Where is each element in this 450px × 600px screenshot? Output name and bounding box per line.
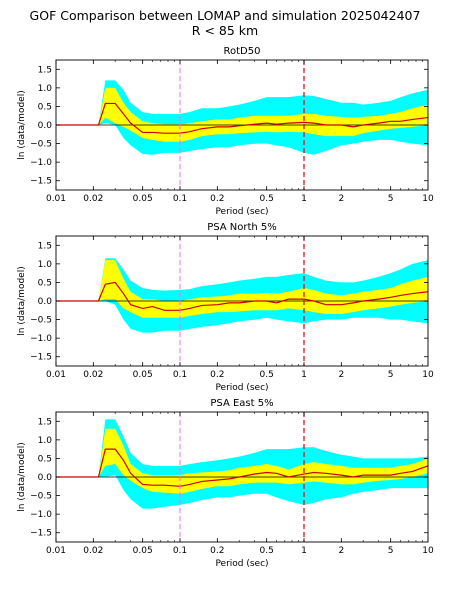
x-tick-label: 1 [301,194,307,204]
chart-panel-1: 0.01 0.02 0.05 0.1 0.2 0.5 1 2 5 10 1.5 1.0 0.5 0.0 −0… [17,46,434,217]
y-tick-label: 0.0 [38,297,53,307]
inner-band-yellow [56,428,428,494]
x-tick-label: 0.02 [83,194,103,204]
x-tick-label: 0.5 [260,546,274,556]
y-tick-label: 1.0 [38,436,53,446]
bias-line [56,102,428,134]
y-tick-label: −1.5 [30,529,52,539]
y-tick-label: 1.5 [38,241,52,251]
chart-panel-2: 0.01 0.02 0.05 0.1 0.2 0.5 1 2 5 10 1.5 1.0 0.5 0.0 −0… [17,222,434,393]
y-tick-label: 0.0 [38,121,53,131]
inner-band-yellow [56,87,428,142]
inner-band-yellow [56,260,428,318]
x-axis-label: Period (sec) [215,207,268,217]
y-tick-label: 0.5 [38,278,52,288]
x-tick-label: 0.05 [133,370,153,380]
y-tick-label: −1.0 [30,510,52,520]
x-tick-label: 0.5 [260,370,274,380]
panel-title: RotD50 [224,46,261,57]
panel-title: PSA East 5% [210,398,273,409]
y-axis-label: ln (data/model) [17,266,27,335]
x-tick-label: 10 [422,370,434,380]
x-axis-label: Period (sec) [215,383,268,393]
y-tick-label: −1.0 [30,334,52,344]
y-axis-label: ln (data/model) [17,442,27,511]
x-tick-label: 5 [388,370,394,380]
x-tick-label: 0.2 [210,194,224,204]
y-tick-label: 0.0 [38,473,53,483]
x-tick-label: 10 [422,546,434,556]
y-tick-label: 0.5 [38,102,52,112]
y-tick-label: 1.5 [38,65,52,75]
x-axis-label: Period (sec) [215,559,268,569]
panel-title: PSA North 5% [207,222,277,233]
x-tick-label: 5 [388,546,394,556]
plot-area [56,419,428,509]
chart-panel-3: 0.01 0.02 0.05 0.1 0.2 0.5 1 2 5 10 1.5 1.0 0.5 0.0 −0… [17,398,434,569]
y-axis-label: ln (data/model) [17,90,27,159]
x-tick-label: 1 [301,546,307,556]
y-tick-label: −1.0 [30,158,52,168]
y-tick-label: 1.5 [38,417,52,427]
x-tick-label: 2 [338,370,344,380]
x-tick-label: 0.01 [46,546,66,556]
x-tick-label: 2 [338,546,344,556]
x-tick-label: 5 [388,194,394,204]
x-tick-label: 0.1 [173,194,187,204]
x-tick-label: 0.2 [210,370,224,380]
y-tick-label: −1.5 [30,177,52,187]
y-tick-label: −0.5 [30,492,52,502]
x-tick-label: 2 [338,194,344,204]
plot-area [56,258,428,333]
y-tick-label: 0.5 [38,454,52,464]
x-tick-label: 0.02 [83,546,103,556]
bias-line [56,281,428,311]
figure-title-line1: GOF Comparison between LOMAP and simulat… [30,8,421,23]
x-tick-label: 0.5 [260,194,274,204]
x-tick-label: 0.1 [173,370,187,380]
y-tick-label: −0.5 [30,316,52,326]
x-tick-label: 0.2 [210,546,224,556]
x-tick-label: 0.05 [133,546,153,556]
y-tick-label: −1.5 [30,353,52,363]
x-tick-label: 0.01 [46,194,66,204]
y-tick-label: 1.0 [38,84,53,94]
x-tick-label: 10 [422,194,434,204]
x-tick-label: 1 [301,370,307,380]
bias-line [56,448,428,487]
y-tick-label: 1.0 [38,260,53,270]
x-tick-label: 0.05 [133,194,153,204]
panels-container: 0.01 0.02 0.05 0.1 0.2 0.5 1 2 5 101.51.00.50.0−0… [17,46,434,569]
x-tick-label: 0.1 [173,546,187,556]
x-tick-label: 0.01 [46,370,66,380]
plot-area [56,80,428,155]
x-tick-label: 0.02 [83,370,103,380]
y-tick-label: −0.5 [30,140,52,150]
figure-title-line2: R < 85 km [192,23,258,38]
